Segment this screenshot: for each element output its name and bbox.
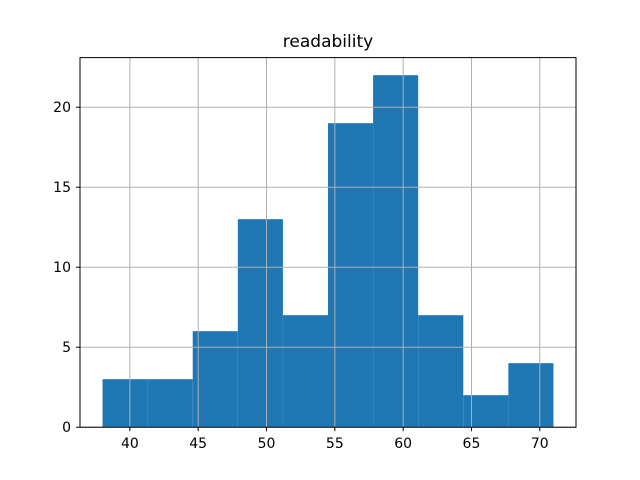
histogram-bar (282, 315, 328, 428)
x-tick-label: 45 (189, 436, 207, 452)
histogram-bar (508, 363, 554, 428)
histogram-bar (328, 123, 374, 428)
x-tick-label: 65 (463, 436, 481, 452)
histogram-bar (418, 315, 464, 428)
y-tick-label: 15 (53, 180, 71, 196)
histogram-bar (237, 219, 283, 428)
histogram-bar (192, 331, 238, 428)
y-tick-label: 5 (62, 340, 71, 356)
histogram-bar (102, 379, 148, 428)
histogram-bar (463, 395, 509, 428)
y-tick-label: 20 (53, 100, 71, 116)
histogram-bar (147, 379, 193, 428)
x-tick-label: 55 (326, 436, 344, 452)
x-tick-label: 60 (394, 436, 412, 452)
histogram-bar (373, 75, 419, 428)
x-tick-label: 50 (258, 436, 276, 452)
chart-title: readability (283, 32, 373, 52)
y-tick-label: 0 (62, 420, 71, 436)
axes-spines (79, 57, 577, 428)
y-tick-label: 10 (53, 260, 71, 276)
x-tick-label: 70 (531, 436, 549, 452)
x-tick-label: 40 (121, 436, 139, 452)
